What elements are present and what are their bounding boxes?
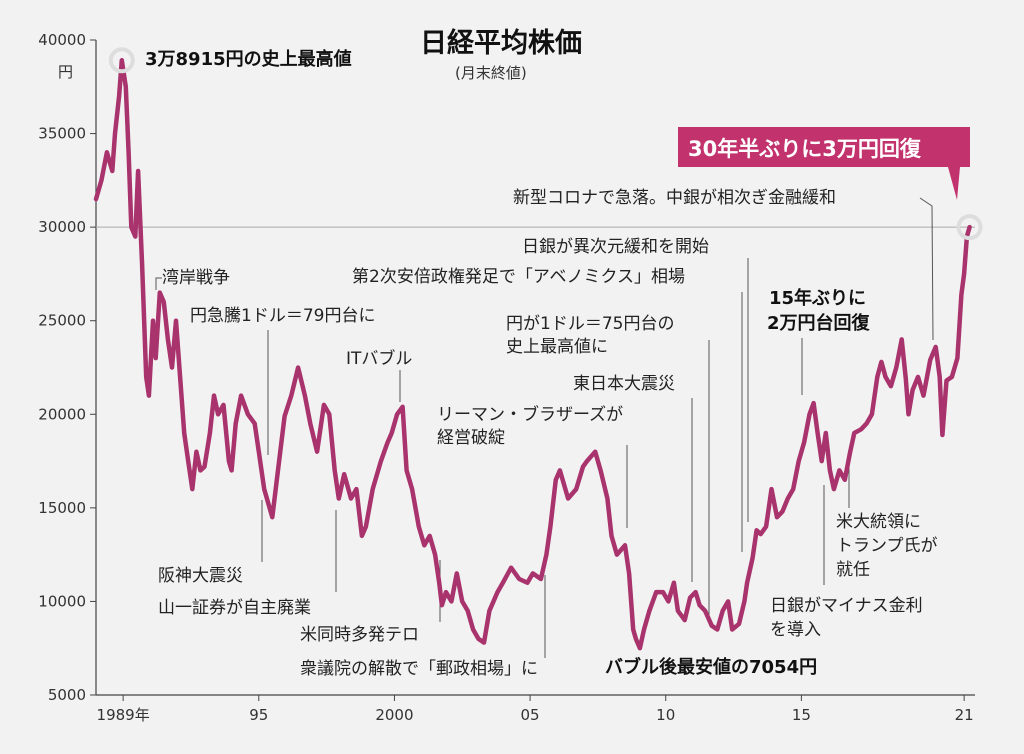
annotation-boj-easing: 日銀が異次元緩和を開始 [522,237,709,257]
chart-subtitle: (月末終値) [455,64,527,82]
latest-highlight-circle [956,214,983,241]
callout-box [678,127,970,167]
annotation-it-bubble: ITバブル [346,348,412,369]
peak-highlight-circle [108,47,135,74]
annotation-negative-rate-line2: を導入 [770,620,821,640]
x-ticks: 1989年 95 2000 05 10 15 21 [97,695,974,724]
y-tick-label: 20000 [38,405,86,423]
leader-corona [919,197,934,341]
annotation-hanshin: 阪神大震災 [158,566,243,586]
annotation-quake-2011: 東日本大震災 [573,374,675,394]
x-tick-label: 95 [249,706,268,724]
x-tick-label: 2000 [375,706,413,724]
annotation-corona: 新型コロナで急落。中銀が相次ぎ金融緩和 [513,188,836,208]
annotation-postal: 衆議院の解散で「郵政相場」に [300,659,538,679]
y-tick-label: 10000 [38,592,86,610]
y-ticks: 40000 35000 30000 25000 20000 15000 10000 5000 [38,31,96,704]
series-line [93,58,972,651]
annotation-negative-rate-line1: 日銀がマイナス金利 [770,596,923,616]
x-tick-label: 15 [792,706,811,724]
y-tick-label: 30000 [38,218,86,236]
annotation-yamaichi: 山一証券が自主廃業 [158,598,311,618]
annotation-trump-line1: 米大統領に [836,512,921,532]
callout-text: 30年半ぶりに3万円回復 [688,137,922,161]
annotation-recover-20k-line2: 2万円台回復 [767,312,871,334]
x-tick-label: 1989年 [97,706,150,724]
x-tick-label: 10 [656,706,675,724]
annotation-lehman-line1: リーマン・ブラザーズが [437,404,623,425]
annotation-terror: 米同時多発テロ [300,625,419,645]
y-tick-label: 35000 [38,125,86,143]
leader-gulf-war [155,277,162,290]
y-unit-label: 円 [58,63,73,81]
annotation-yen-79: 円急騰1ドル＝79円台に [190,306,375,326]
annotation-peak: 3万8915円の史上最高値 [145,48,352,70]
y-tick-label: 5000 [48,686,86,704]
annotation-trump-line2: トランプ氏が [836,536,938,556]
x-tick-label: 05 [521,706,540,724]
leader-lines [155,197,934,658]
callout-pointer [948,167,960,200]
y-tick-label: 40000 [38,31,86,49]
annotation-yen-75-line1: 円が1ドル＝75円台の [506,314,674,334]
chart-title: 日経平均株価 [420,27,582,59]
y-tick-label: 15000 [38,499,86,517]
annotation-abenomics: 第2次安倍政権発足で「アベノミクス」相場 [352,267,685,287]
annotation-gulf-war: 湾岸戦争 [162,268,230,288]
annotation-recover-20k-line1: 15年ぶりに [769,287,866,309]
annotation-trump-line3: 就任 [836,560,870,580]
x-tick-label: 21 [955,706,974,724]
y-tick-label: 25000 [38,312,86,330]
annotation-bubble-low: バブル後最安値の7054円 [605,656,817,678]
annotation-lehman-line2: 経営破綻 [437,428,505,448]
annotation-yen-75-line2: 史上最高値に [506,337,608,357]
